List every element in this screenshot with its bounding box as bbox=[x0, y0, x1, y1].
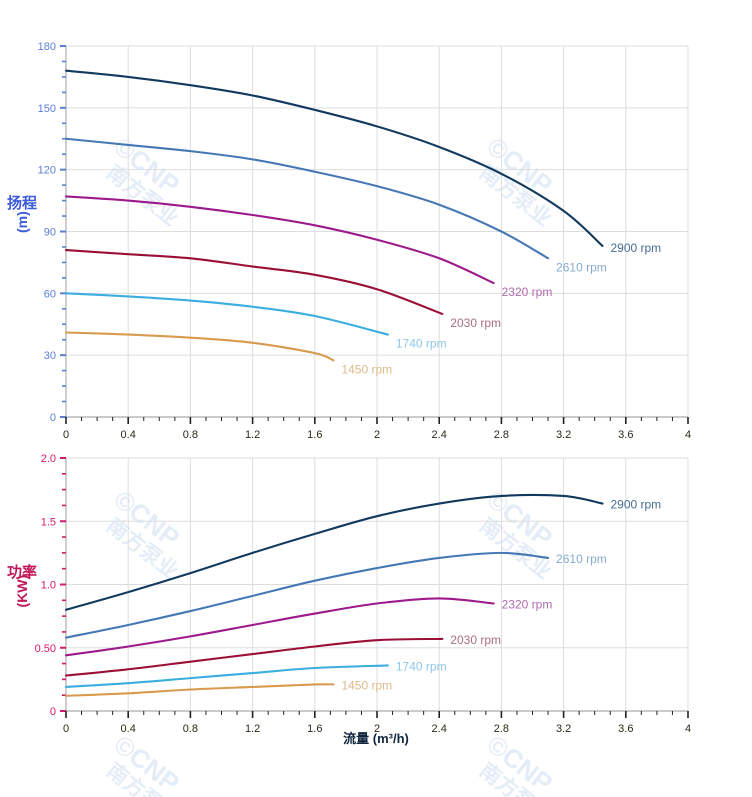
head-y-axis-title-main: 扬程 bbox=[6, 195, 37, 212]
head-chart: 扬程 (m) ©CNP南方泵业©CNP南方泵业©CNP南方泵业©CNP南方泵业0… bbox=[2, 41, 691, 441]
x-tick-label: 0.4 bbox=[121, 429, 136, 441]
curve-s2900 bbox=[64, 69, 604, 247]
curve-s2900 bbox=[64, 493, 604, 611]
x-tick-label: 2.8 bbox=[494, 723, 509, 735]
x-tick-label: 0 bbox=[63, 723, 69, 735]
x-tick-label: 2.8 bbox=[494, 429, 509, 441]
curve-label-s1740: 1740 rpm bbox=[396, 659, 447, 673]
x-tick-label: 3.6 bbox=[618, 723, 633, 735]
curve-label-s2030: 2030 rpm bbox=[450, 633, 501, 647]
head-y-axis-title: 扬程 (m) bbox=[2, 195, 42, 233]
power-y-axis-title-main: 功率 bbox=[6, 564, 37, 581]
y-tick-label: 150 bbox=[38, 103, 56, 115]
x-tick-label: 3.2 bbox=[556, 429, 571, 441]
y-tick-label: 120 bbox=[38, 165, 56, 177]
x-axis-title: 流量 (m³/h) bbox=[343, 731, 409, 746]
curve-label-s2900: 2900 rpm bbox=[610, 241, 661, 255]
curve-label-s2320: 2320 rpm bbox=[502, 597, 553, 611]
curve-label-s2900: 2900 rpm bbox=[610, 498, 661, 512]
y-tick-label: 180 bbox=[38, 41, 56, 53]
x-tick-label: 1.2 bbox=[245, 723, 260, 735]
curve-label-s2320: 2320 rpm bbox=[502, 285, 553, 299]
y-tick-label: 1.5 bbox=[41, 516, 56, 528]
curve-s2320 bbox=[64, 195, 495, 285]
power-chart: ©CNP 南方泵业 ©CNP 南方泵业 ©CNP 南方泵业 ©CNP 南方泵业 0 0.50 1.0… bbox=[0, 448, 752, 797]
x-tick-label: 1.6 bbox=[307, 723, 322, 735]
curve-s1740 bbox=[64, 292, 389, 336]
y-tick-label: 0 bbox=[50, 412, 56, 424]
x-tick-label: 1.6 bbox=[307, 429, 322, 441]
curve-s1450 bbox=[64, 331, 335, 362]
x-tick-label: 3.2 bbox=[556, 723, 571, 735]
curve-label-s1450: 1450 rpm bbox=[341, 362, 392, 376]
curve-label-s2030: 2030 rpm bbox=[450, 316, 501, 330]
x-tick-label: 3.6 bbox=[618, 429, 633, 441]
curve-label-s2610: 2610 rpm bbox=[556, 552, 607, 566]
x-tick-label: 0.8 bbox=[183, 429, 198, 441]
x-tick-label: 4 bbox=[685, 429, 691, 441]
y-tick-label: 0 bbox=[50, 706, 56, 718]
y-tick-label: 0.50 bbox=[35, 643, 56, 655]
y-tick-label: 90 bbox=[44, 227, 56, 239]
x-tick-label: 2.4 bbox=[432, 723, 447, 735]
y-tick-label: 1.0 bbox=[41, 580, 56, 592]
y-tick-label: 2.0 bbox=[41, 453, 56, 465]
x-tick-label: 0.4 bbox=[121, 723, 136, 735]
y-tick-label: 30 bbox=[44, 350, 56, 362]
curve-s2320 bbox=[64, 597, 495, 657]
x-tick-label: 4 bbox=[685, 723, 691, 735]
x-tick-label: 0.8 bbox=[183, 723, 198, 735]
curve-s1450 bbox=[64, 683, 335, 697]
curve-label-s2610: 2610 rpm bbox=[556, 260, 607, 274]
curve-s1740 bbox=[64, 664, 389, 689]
x-tick-label: 2.4 bbox=[432, 429, 447, 441]
curve-s2610 bbox=[64, 137, 550, 260]
curve-s2610 bbox=[64, 551, 550, 639]
curve-s2030 bbox=[64, 249, 444, 315]
x-tick-label: 2 bbox=[374, 723, 380, 735]
y-tick-label: 60 bbox=[44, 288, 56, 300]
curve-label-s1450: 1450 rpm bbox=[341, 678, 392, 692]
x-tick-label: 1.2 bbox=[245, 429, 260, 441]
power-y-axis-title-unit: (KW) bbox=[13, 575, 30, 608]
curve-s2030 bbox=[64, 637, 444, 677]
x-tick-label: 0 bbox=[63, 429, 69, 441]
power-y-axis-title: 功率 (KW) bbox=[2, 564, 42, 608]
curve-label-s1740: 1740 rpm bbox=[396, 337, 447, 351]
head-plot: ©CNP南方泵业©CNP南方泵业©CNP南方泵业©CNP南方泵业03060901… bbox=[38, 41, 691, 441]
x-tick-label: 2 bbox=[374, 429, 380, 441]
